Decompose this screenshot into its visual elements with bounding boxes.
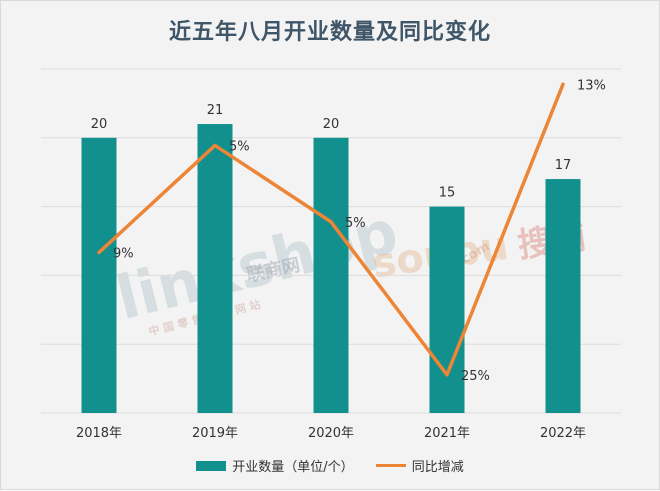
bar-value-label: 20 bbox=[323, 117, 340, 132]
x-tick-label: 2022年 bbox=[540, 426, 586, 441]
bar-value-label: 20 bbox=[91, 117, 108, 132]
legend: 开业数量（单位/个） 同比增减 bbox=[1, 456, 659, 475]
x-tick-label: 2018年 bbox=[76, 426, 122, 441]
bar-series bbox=[81, 124, 581, 414]
bar-labels: 20 21 20 15 17 bbox=[91, 103, 572, 201]
x-tick-label: 2021年 bbox=[424, 426, 470, 441]
line-value-label: 25% bbox=[461, 369, 490, 384]
line-value-label: 13% bbox=[577, 78, 606, 93]
bar-value-label: 21 bbox=[207, 103, 224, 118]
line-value-label: 9% bbox=[113, 246, 134, 261]
x-tick-label: 2020年 bbox=[308, 426, 354, 441]
legend-line-label: 同比增减 bbox=[411, 460, 464, 475]
legend-item-line: 同比增减 bbox=[375, 456, 464, 475]
line-value-label: 5% bbox=[229, 139, 250, 154]
chart-title: 近五年八月开业数量及同比变化 bbox=[168, 20, 491, 45]
bar bbox=[197, 124, 233, 413]
legend-bar-swatch bbox=[196, 460, 227, 471]
line-labels: 9% 5% 5% 25% 13% bbox=[113, 78, 606, 383]
line-point bbox=[97, 250, 101, 254]
bar bbox=[81, 137, 117, 414]
line-value-label: 5% bbox=[345, 216, 366, 231]
legend-item-bar: 开业数量（单位/个） bbox=[196, 456, 354, 475]
line-series bbox=[97, 82, 565, 377]
bar-value-label: 17 bbox=[555, 158, 572, 173]
x-tick-label: 2019年 bbox=[192, 426, 238, 441]
bar bbox=[545, 179, 581, 413]
x-axis-ticks: 2018年 2019年 2020年 2021年 2022年 bbox=[76, 426, 586, 441]
bar bbox=[313, 137, 349, 414]
legend-bar-label: 开业数量（单位/个） bbox=[232, 460, 354, 475]
bar bbox=[429, 206, 465, 413]
line-point bbox=[445, 373, 449, 377]
legend-line-swatch bbox=[375, 464, 406, 467]
line-point bbox=[329, 220, 333, 224]
line-point bbox=[561, 82, 565, 86]
bar-value-label: 15 bbox=[439, 186, 456, 201]
line-point bbox=[213, 143, 217, 147]
